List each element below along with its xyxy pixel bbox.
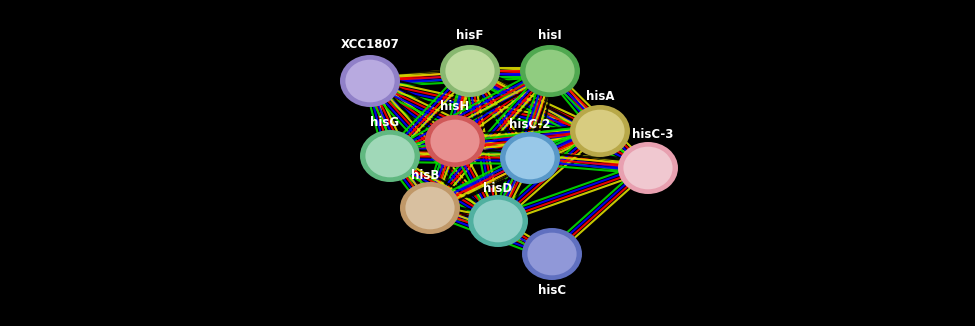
Ellipse shape — [526, 50, 574, 92]
Text: hisC: hisC — [538, 284, 566, 297]
Ellipse shape — [406, 187, 454, 229]
Ellipse shape — [522, 228, 582, 280]
Ellipse shape — [425, 115, 485, 167]
Text: hisG: hisG — [370, 116, 400, 129]
Ellipse shape — [575, 110, 625, 152]
Ellipse shape — [623, 147, 673, 189]
Ellipse shape — [520, 45, 580, 97]
Text: hisC-2: hisC-2 — [509, 118, 551, 131]
Ellipse shape — [618, 142, 678, 194]
Text: hisF: hisF — [456, 29, 484, 42]
Ellipse shape — [430, 120, 480, 162]
Ellipse shape — [468, 195, 528, 247]
Ellipse shape — [360, 130, 420, 182]
Text: hisD: hisD — [484, 182, 513, 195]
Ellipse shape — [345, 60, 395, 102]
Ellipse shape — [440, 45, 500, 97]
Text: hisH: hisH — [441, 100, 470, 113]
Ellipse shape — [340, 55, 400, 107]
Ellipse shape — [366, 135, 414, 177]
Ellipse shape — [500, 132, 560, 184]
Text: hisI: hisI — [538, 29, 562, 42]
Ellipse shape — [505, 137, 555, 179]
Ellipse shape — [446, 50, 494, 92]
Ellipse shape — [474, 200, 523, 242]
Ellipse shape — [400, 182, 460, 234]
Ellipse shape — [570, 105, 630, 157]
Text: hisA: hisA — [586, 90, 614, 103]
Text: hisC-3: hisC-3 — [633, 128, 674, 141]
Text: XCC1807: XCC1807 — [340, 38, 400, 51]
Text: hisB: hisB — [410, 169, 439, 182]
Ellipse shape — [527, 233, 576, 275]
